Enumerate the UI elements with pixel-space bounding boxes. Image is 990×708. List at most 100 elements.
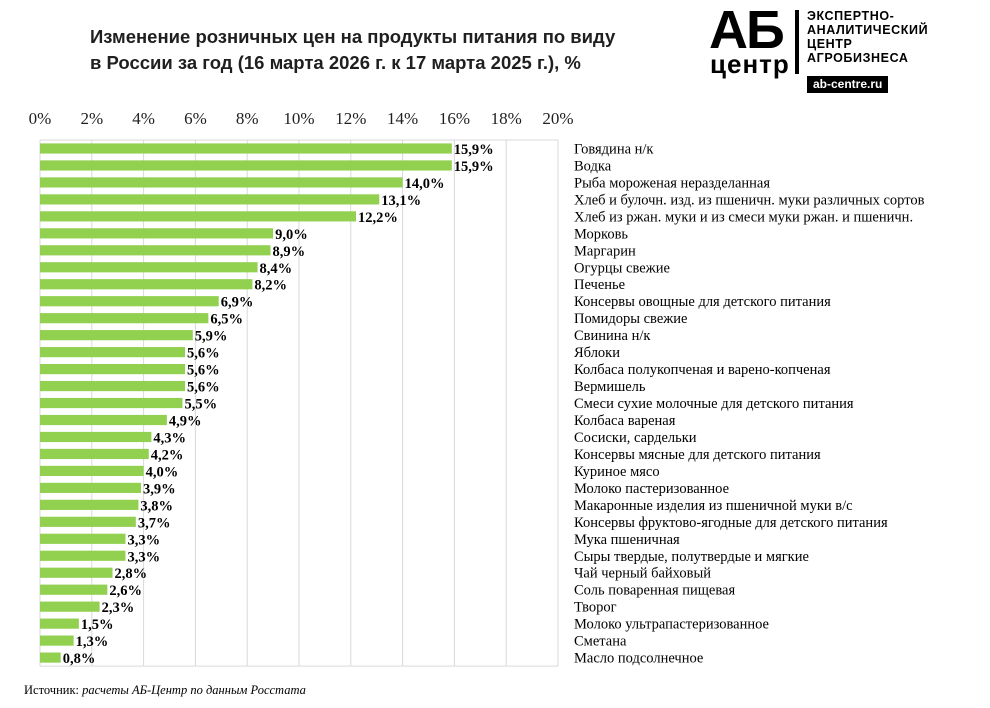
bar <box>40 380 186 392</box>
x-tick-label: 10% <box>283 109 314 128</box>
x-tick-label: 18% <box>491 109 522 128</box>
bar <box>40 228 274 239</box>
category-label: Маргарин <box>574 243 636 259</box>
bar <box>40 618 79 629</box>
bar <box>40 533 126 544</box>
logo-text: ЭКСПЕРТНО- АНАЛИТИЧЕСКИЙ ЦЕНТР АГРОБИЗНЕ… <box>807 9 982 65</box>
bar <box>40 330 193 341</box>
category-label: Масло подсолнечное <box>574 651 703 667</box>
logo-mark-centr: центр <box>710 49 790 79</box>
data-label: 4,2% <box>151 447 184 463</box>
bar <box>40 143 452 154</box>
category-label: Колбаса полукопченая и варено-копченая <box>574 362 831 378</box>
logo-mark-ab: АБ <box>709 0 785 60</box>
chart-title-line2: в России за год (16 марта 2026 г. к 17 м… <box>90 52 581 73</box>
source-text: расчеты АБ-Центр по данным Росстата <box>82 683 306 697</box>
bar <box>40 482 142 493</box>
bar <box>40 177 403 188</box>
bar <box>40 601 100 612</box>
category-label: Макаронные изделия из пшеничной муки в/с <box>574 498 853 514</box>
source-label: Источник: <box>24 683 80 697</box>
bar <box>40 194 380 205</box>
data-label: 13,1% <box>381 193 421 209</box>
category-label: Молоко ультрапастеризованное <box>574 617 769 633</box>
data-label: 14,0% <box>405 176 445 192</box>
data-label: 5,9% <box>195 329 228 345</box>
data-label: 3,3% <box>127 532 160 548</box>
data-label: 3,8% <box>140 498 173 514</box>
logo-text-line2: АНАЛИТИЧЕСКИЙ <box>807 23 929 37</box>
bar <box>40 364 186 375</box>
source-note: Источник: расчеты АБ-Центр по данным Рос… <box>24 683 306 698</box>
x-tick-label: 8% <box>236 109 259 128</box>
x-tick-label: 20% <box>542 109 573 128</box>
category-label: Консервы мясные для детского питания <box>574 447 821 463</box>
category-label: Говядина н/к <box>574 141 654 157</box>
bar <box>40 313 209 324</box>
category-label: Морковь <box>574 226 628 242</box>
data-label: 12,2% <box>358 210 398 226</box>
category-label: Свинина н/к <box>574 328 651 344</box>
bar <box>40 262 258 273</box>
chart-title: Изменение розничных цен на продукты пита… <box>90 24 650 76</box>
x-tick-label: 16% <box>439 109 470 128</box>
data-label: 8,4% <box>260 261 293 277</box>
data-label: 3,7% <box>138 515 171 531</box>
data-label: 5,5% <box>184 397 217 413</box>
data-label: 0,8% <box>63 651 96 667</box>
category-label: Сосиски, сардельки <box>574 430 697 446</box>
category-label: Смеси сухие молочные для детского питани… <box>574 396 854 412</box>
bar <box>40 414 167 426</box>
bar <box>40 347 186 358</box>
data-label: 5,6% <box>187 363 220 379</box>
category-label: Вермишель <box>574 379 646 395</box>
bar <box>40 550 126 561</box>
category-label: Яблоки <box>574 345 620 361</box>
bar <box>40 567 113 578</box>
data-label: 6,9% <box>221 295 254 311</box>
bar <box>40 431 152 443</box>
logo-url: ab-centre.ru <box>807 76 889 93</box>
data-label: 2,3% <box>102 600 135 616</box>
x-tick-label: 14% <box>387 109 418 128</box>
category-label: Сметана <box>574 634 627 650</box>
data-label: 3,9% <box>143 481 176 497</box>
data-label: 5,6% <box>187 380 220 396</box>
chart-title-line1: Изменение розничных цен на продукты пита… <box>90 26 616 47</box>
data-label: 2,6% <box>109 583 142 599</box>
x-tick-label: 2% <box>80 109 103 128</box>
data-label: 1,3% <box>76 634 109 650</box>
data-label: 2,8% <box>115 566 148 582</box>
data-label: 5,6% <box>187 346 220 362</box>
bar <box>40 465 144 477</box>
logo-text-line4: АГРОБИЗНЕСА <box>807 51 909 65</box>
category-label: Хлеб и булочн. изд. из пшеничн. муки раз… <box>574 192 925 208</box>
bar <box>40 499 139 510</box>
bar <box>40 279 253 290</box>
category-label: Консервы фруктово-ягодные для детского п… <box>574 515 888 531</box>
bar <box>40 516 136 527</box>
x-tick-label: 4% <box>132 109 155 128</box>
logo-text-line1: ЭКСПЕРТНО- <box>807 9 895 23</box>
data-label: 4,3% <box>153 430 186 446</box>
data-label: 3,3% <box>127 549 160 565</box>
data-label: 6,5% <box>210 312 243 328</box>
category-label: Рыба мороженая неразделанная <box>574 175 770 191</box>
bar <box>40 635 74 646</box>
x-tick-label: 12% <box>335 109 366 128</box>
bar <box>40 296 219 307</box>
data-label: 15,9% <box>454 142 494 158</box>
category-label: Куриное мясо <box>574 464 660 480</box>
logo-divider <box>795 10 799 74</box>
data-label: 8,2% <box>254 278 287 294</box>
bar <box>40 397 183 409</box>
data-label: 1,5% <box>81 617 114 633</box>
category-label: Соль поваренная пищевая <box>574 583 735 599</box>
category-label: Мука пшеничная <box>574 532 680 548</box>
category-label: Творог <box>574 600 617 616</box>
x-tick-label: 0% <box>29 109 52 128</box>
category-label: Водка <box>574 158 612 174</box>
bar <box>40 652 61 663</box>
bar <box>40 448 149 460</box>
bar <box>40 584 108 595</box>
